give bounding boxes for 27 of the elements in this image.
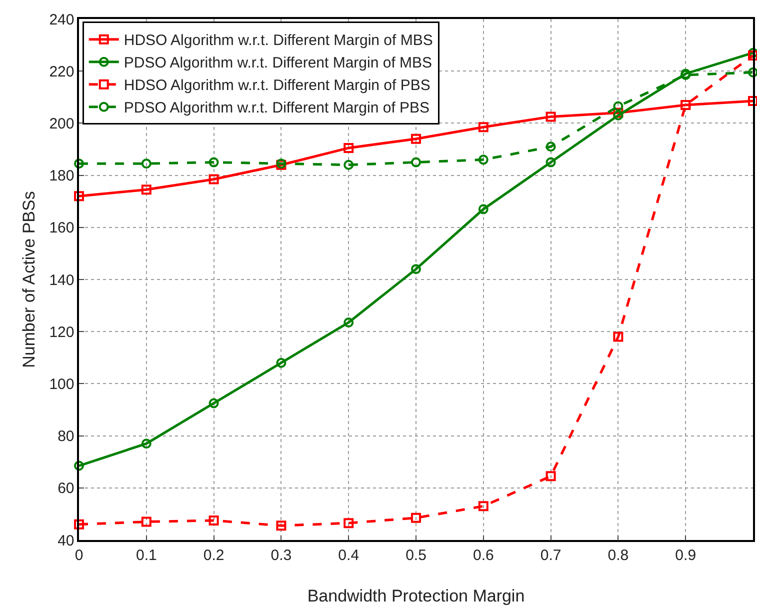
legend-label: PDSO Algorithm w.r.t. Different Margin of MBS <box>124 54 432 72</box>
legend-label: HDSO Algorithm w.r.t. Different Margin of MBS <box>124 32 433 50</box>
x-tick-label: 0.4 <box>338 546 360 564</box>
x-tick-label: 0.6 <box>472 546 494 564</box>
x-axis-title: Bandwidth Protection Margin <box>307 586 525 606</box>
x-tick-label: 0.7 <box>540 546 562 564</box>
y-tick-label: 240 <box>49 11 74 28</box>
y-axis-title: Number of Active PBSs <box>20 191 38 368</box>
legend-label: PDSO Algorithm w.r.t. Different Margin of PBS <box>124 100 430 117</box>
x-tick-label: 0.9 <box>675 546 696 564</box>
y-tick-label: 80 <box>58 428 74 446</box>
legend-label: HDSO Algorithm w.r.t. Different Margin of PBS <box>124 77 430 94</box>
y-tick-label: 220 <box>49 63 74 80</box>
x-tick-label: 0.1 <box>136 546 157 564</box>
y-tick-label: 200 <box>49 115 74 132</box>
y-tick-label: 100 <box>49 376 74 393</box>
y-tick-label: 60 <box>58 480 74 498</box>
x-tick-label: 0.2 <box>203 546 224 564</box>
y-tick-label: 120 <box>49 324 74 341</box>
y-tick-label: 180 <box>49 168 74 185</box>
y-tick-label: 140 <box>49 272 74 289</box>
y-tick-label: 160 <box>49 220 74 237</box>
x-tick-label: 0.5 <box>406 546 426 564</box>
x-tick-label: 0 <box>74 546 84 564</box>
y-tick-label: 40 <box>58 532 74 550</box>
x-tick-label: 0.3 <box>270 546 292 564</box>
x-tick-label: 0.8 <box>608 546 629 564</box>
